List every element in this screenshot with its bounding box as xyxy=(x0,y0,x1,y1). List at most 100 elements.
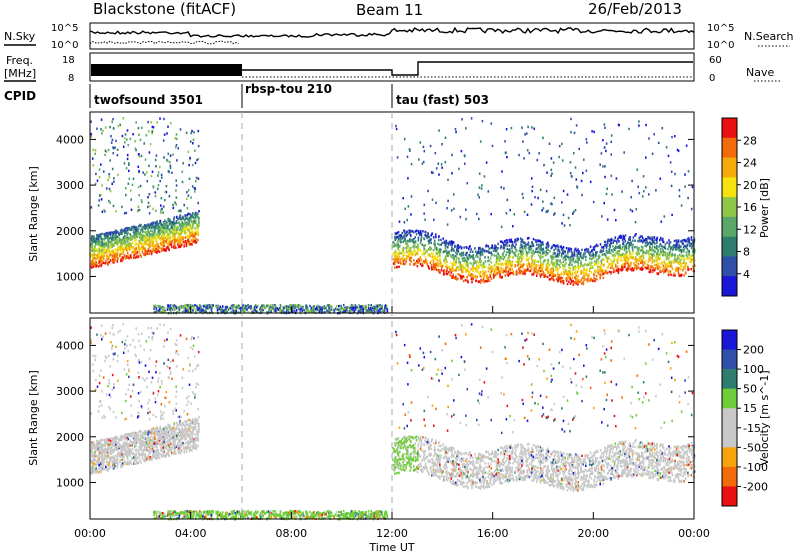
scatter-cell xyxy=(130,243,133,246)
scatter-cell xyxy=(637,248,639,251)
scatter-cell xyxy=(187,239,189,242)
scatter-cell xyxy=(408,249,411,253)
scatter-cell xyxy=(596,278,598,281)
scatter-cell xyxy=(93,262,96,265)
scatter-cell xyxy=(95,261,97,264)
scatter-cell xyxy=(190,220,193,223)
scatter-cell xyxy=(570,248,573,251)
scatter-cell xyxy=(674,247,677,250)
scatter-cell xyxy=(659,243,662,246)
scatter-cell xyxy=(656,238,658,241)
scatter-cell xyxy=(427,254,429,257)
scatter-cell xyxy=(575,282,578,285)
nave-tick-high: 60 xyxy=(709,55,722,66)
scatter-cell xyxy=(232,309,235,312)
scatter-cell xyxy=(399,261,401,264)
scatter-cell xyxy=(653,269,656,272)
scatter-cell xyxy=(437,252,439,255)
scatter-cell xyxy=(433,239,436,242)
scatter-cell xyxy=(157,305,160,308)
scatter-cell xyxy=(402,240,404,243)
scatter-cell xyxy=(586,280,589,283)
scatter-cell xyxy=(585,278,587,281)
scatter-cell xyxy=(616,269,618,272)
scatter-cell xyxy=(188,222,191,225)
scatter-cell xyxy=(152,225,154,229)
scatter-cell xyxy=(297,306,300,309)
scatter-cell xyxy=(488,267,491,270)
scatter-cell xyxy=(597,256,600,259)
scatter-cell xyxy=(420,239,422,243)
scatter-cell xyxy=(484,279,487,283)
scatter-cell xyxy=(140,199,143,202)
scatter-cell xyxy=(458,260,460,263)
scatter-cell xyxy=(677,247,679,251)
scatter-cell xyxy=(675,248,677,251)
nsky-tick-high: 10^5 xyxy=(51,23,78,34)
scatter-cell xyxy=(610,238,613,242)
scatter-cell xyxy=(205,309,207,312)
scatter-cell xyxy=(631,267,633,270)
scatter-cell xyxy=(303,309,306,312)
scatter-cell xyxy=(195,241,198,244)
scatter-cell xyxy=(186,191,188,194)
scatter-cell xyxy=(156,251,158,254)
scatter-cell xyxy=(130,238,132,241)
scatter-cell xyxy=(626,267,629,271)
scatter-cell xyxy=(629,255,632,259)
scatter-cell xyxy=(116,148,119,151)
scatter-cell xyxy=(168,221,171,224)
scatter-cell xyxy=(635,260,637,264)
scatter-cell xyxy=(180,244,183,247)
scatter-cell xyxy=(468,270,471,273)
scatter-cell xyxy=(139,184,142,188)
scatter-cell xyxy=(177,243,179,246)
scatter-cell xyxy=(161,242,163,245)
scatter-cell xyxy=(626,259,629,263)
scatter-cell xyxy=(629,243,632,247)
scatter-cell xyxy=(197,233,200,236)
scatter-cell xyxy=(602,249,604,253)
scatter-cell xyxy=(158,309,161,312)
scatter-cell xyxy=(148,224,150,228)
scatter-cell xyxy=(621,268,624,271)
scatter-cell xyxy=(124,241,127,244)
scatter-cell xyxy=(485,280,488,283)
scatter-cell xyxy=(168,231,171,234)
scatter-cell xyxy=(383,308,386,311)
scatter-cell xyxy=(134,140,136,143)
scatter-cell xyxy=(362,308,365,311)
scatter-cell xyxy=(107,178,109,182)
scatter-cell xyxy=(194,187,196,190)
scatter-cell xyxy=(637,262,640,266)
scatter-cell xyxy=(667,270,670,274)
scatter-cell xyxy=(458,268,461,271)
scatter-cell xyxy=(198,221,200,225)
scatter-cell xyxy=(547,269,550,273)
scatter-cell xyxy=(109,240,112,244)
scatter-cell xyxy=(182,240,185,243)
scatter-cell xyxy=(431,268,433,271)
scatter-cell xyxy=(330,308,332,312)
scatter-cell xyxy=(149,143,152,146)
scatter-cell xyxy=(505,239,508,242)
scatter-cell xyxy=(128,169,130,173)
scatter-cell xyxy=(650,265,652,268)
scatter-cell xyxy=(667,262,670,265)
scatter-cell xyxy=(286,306,288,309)
scatter-cell xyxy=(563,265,566,269)
scatter-cell xyxy=(393,260,396,263)
scatter-cell xyxy=(632,243,635,247)
scatter-cell xyxy=(154,194,157,198)
scatter-cell xyxy=(108,199,110,203)
scatter-cell xyxy=(124,244,126,247)
scatter-cell xyxy=(121,256,124,259)
scatter-cell xyxy=(377,309,379,312)
scatter-cell xyxy=(429,254,431,257)
scatter-cell xyxy=(581,276,584,279)
scatter-cell xyxy=(626,261,629,265)
scatter-cell xyxy=(636,266,638,269)
scatter-cell xyxy=(573,250,576,253)
scatter-cell xyxy=(107,242,110,246)
scatter-cell xyxy=(683,257,685,261)
